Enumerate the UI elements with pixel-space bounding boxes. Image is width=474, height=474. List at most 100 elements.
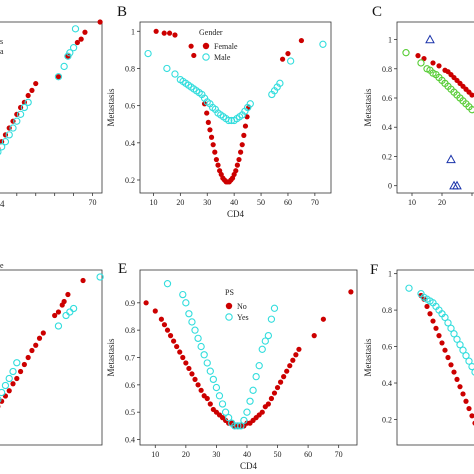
y-tick-label: 0.6: [382, 343, 392, 352]
data-point: [448, 362, 454, 368]
x-tick-label: 50: [274, 450, 282, 459]
data-point: [224, 414, 233, 422]
data-point: [163, 64, 171, 73]
data-point: [447, 324, 455, 332]
data-point: [194, 334, 202, 343]
data-point: [36, 335, 43, 341]
data-point: [242, 123, 249, 129]
chart-d: [0, 269, 104, 446]
data-point: [212, 383, 221, 392]
plot-frame: [139, 21, 332, 194]
data-point: [200, 351, 208, 359]
y-tick-label: 0.4: [382, 123, 392, 132]
data-point: [97, 19, 103, 25]
series-red: [143, 289, 354, 429]
data-point: [33, 342, 39, 348]
data-point: [172, 32, 178, 38]
legend-label-no: No: [237, 302, 247, 311]
legend-marker-female: [202, 42, 210, 50]
data-point: [1, 381, 10, 390]
data-point: [24, 98, 32, 107]
data-point: [21, 361, 27, 368]
y-tick-label: 0.9: [125, 299, 135, 308]
data-point: [29, 347, 35, 354]
plot-frame: [396, 269, 474, 446]
data-point: [246, 100, 254, 108]
data-point: [293, 352, 299, 358]
series-red: [0, 277, 86, 408]
chart-b: 10 20 30 40 50 60 70 0.2 0.4 0.6 0.8 1 CD4 Metastasis: [106, 21, 332, 219]
data-point: [29, 87, 35, 93]
data-point: [54, 322, 63, 330]
y-tick-label: 0.6: [125, 102, 135, 111]
data-point: [96, 273, 104, 281]
data-point: [65, 53, 71, 59]
data-point: [348, 289, 354, 295]
data-point: [207, 127, 213, 133]
data-point: [203, 359, 211, 367]
panel-letter-b: B: [117, 4, 127, 20]
data-point: [246, 397, 254, 405]
chart-f: 0.2 0.4 0.6 0.8 1 Metastasis: [363, 269, 474, 446]
data-point: [415, 53, 421, 59]
legend-label-male: Male: [214, 53, 231, 62]
legend-marker-no: [225, 302, 233, 310]
data-point: [469, 413, 474, 419]
data-point: [191, 326, 199, 334]
y-tick-label: 1: [388, 36, 392, 45]
y-tick-label: 0.4: [125, 139, 135, 148]
data-point: [10, 381, 16, 387]
data-point: [298, 37, 305, 44]
data-point: [16, 110, 25, 118]
data-point: [445, 354, 451, 361]
data-point: [25, 354, 31, 361]
fragment-legend-char-1: s: [0, 37, 3, 46]
data-point: [186, 365, 192, 372]
y-tick-label: 0.6: [382, 94, 392, 103]
data-point: [158, 316, 164, 322]
data-point: [268, 395, 275, 402]
data-point: [17, 368, 24, 375]
data-point: [152, 308, 158, 314]
data-point: [466, 405, 472, 412]
data-point: [191, 52, 197, 59]
data-point: [161, 30, 167, 36]
y-tick-label: 0.8: [382, 65, 392, 74]
data-point: [161, 322, 168, 328]
series-green: [402, 49, 474, 114]
data-point: [215, 162, 221, 168]
y-tick-label: 0.2: [382, 415, 392, 424]
data-point: [55, 74, 62, 80]
data-point: [471, 368, 474, 376]
data-point: [286, 57, 295, 65]
data-point: [206, 367, 214, 375]
data-point: [468, 106, 474, 114]
data-point: [233, 168, 239, 174]
data-point: [281, 374, 287, 380]
data-point: [243, 408, 251, 416]
data-point: [212, 149, 218, 155]
x-tick-label: 70: [89, 198, 97, 207]
data-point: [430, 318, 436, 324]
data-point: [436, 333, 442, 339]
data-point: [258, 345, 266, 353]
data-point: [0, 143, 6, 151]
data-point: [284, 368, 290, 374]
data-point: [166, 30, 173, 36]
data-point: [55, 309, 62, 315]
series-cyan: [0, 25, 80, 155]
data-point: [452, 180, 462, 190]
data-point: [197, 342, 205, 351]
data-point: [252, 372, 260, 381]
data-point: [234, 162, 240, 168]
data-point: [13, 359, 21, 367]
data-point: [189, 371, 195, 377]
legend-ps: PS No Yes: [225, 288, 249, 322]
x-tick-label: 10: [151, 450, 159, 459]
data-point: [204, 110, 210, 116]
data-point: [205, 119, 211, 125]
panel-letter-e: E: [118, 261, 127, 277]
data-point: [143, 300, 149, 306]
data-point: [1, 138, 10, 146]
y-tick-label: 0.2: [125, 176, 135, 185]
